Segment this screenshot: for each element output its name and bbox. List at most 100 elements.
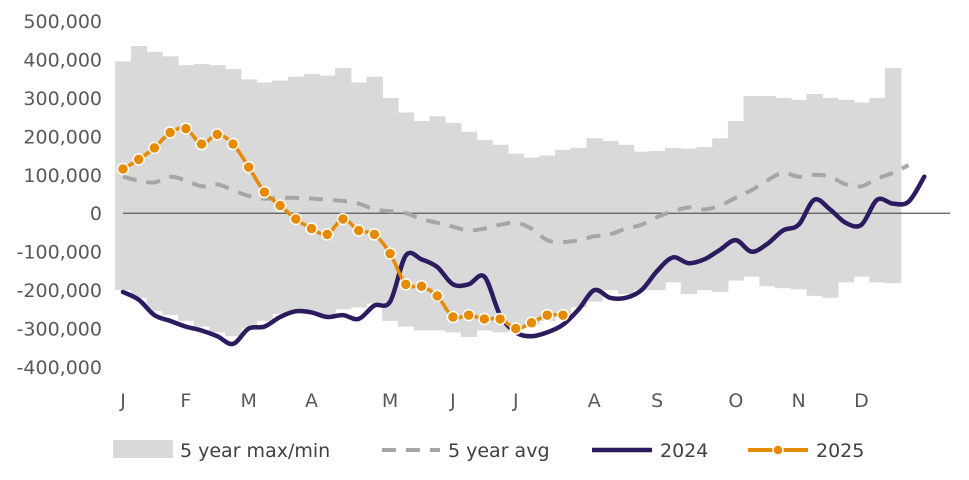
data-point-2025	[305, 222, 318, 235]
data-point-2025	[242, 160, 255, 174]
band-column	[555, 149, 572, 318]
band-column	[507, 153, 525, 329]
y-tick-label: 100,000	[23, 165, 102, 187]
band-column	[885, 67, 902, 284]
band-column	[696, 147, 713, 291]
data-point-2025	[195, 137, 208, 151]
band-column	[397, 112, 415, 327]
band-column	[853, 102, 870, 277]
data-point-2025	[462, 308, 475, 322]
legend-label-band: 5 year max/min	[180, 440, 330, 462]
band-column	[837, 99, 855, 283]
legend-marker-2025	[772, 444, 784, 456]
y-tick-label: 400,000	[23, 49, 102, 71]
band-column	[130, 45, 148, 298]
legend-item-2024: 2024	[592, 440, 708, 462]
band-column	[303, 74, 320, 314]
band-column	[602, 140, 619, 291]
avg-series-layer	[122, 163, 910, 245]
series-2025-layer	[116, 122, 570, 335]
data-point-2025	[179, 122, 193, 135]
data-point-2025	[163, 126, 177, 139]
band-column	[806, 94, 823, 296]
band-column	[177, 65, 195, 321]
band-column	[617, 144, 635, 294]
band-column	[225, 69, 242, 337]
band-column	[162, 56, 179, 316]
band-column	[240, 79, 258, 329]
legend-label-2024: 2024	[660, 440, 708, 462]
data-point-2025	[258, 185, 271, 199]
data-point-2025	[211, 128, 224, 141]
band-column	[319, 75, 336, 316]
legend-item-2025: 2025	[748, 440, 864, 462]
data-point-2025	[509, 322, 523, 335]
data-point-2025	[525, 316, 538, 330]
data-point-2025	[289, 212, 303, 226]
data-point-2025	[368, 228, 381, 241]
y-tick-label: 0	[90, 203, 102, 225]
y-tick-label: -200,000	[17, 280, 102, 302]
x-tick-label: A	[588, 390, 601, 412]
band-column	[460, 131, 478, 338]
legend-swatch-band	[113, 440, 173, 458]
band-column	[822, 97, 839, 298]
y-tick-label: 200,000	[23, 126, 102, 148]
x-tick-label: J	[512, 390, 519, 412]
band-column	[680, 148, 698, 294]
x-tick-label: J	[449, 390, 456, 412]
legend-item-avg: 5 year avg	[382, 440, 550, 462]
x-tick-label: J	[119, 390, 126, 412]
series-line-avg	[122, 163, 910, 245]
band-column	[476, 140, 493, 331]
band-column	[712, 138, 729, 293]
x-tick-label: A	[305, 390, 318, 412]
band-column	[869, 97, 886, 283]
x-tick-label: S	[651, 390, 663, 412]
x-tick-label: O	[728, 390, 743, 412]
band-column	[193, 64, 211, 327]
data-point-2025	[399, 278, 413, 291]
band-column	[570, 147, 588, 308]
data-point-2025	[415, 280, 428, 293]
band-column	[633, 151, 650, 291]
data-point-2025	[383, 247, 397, 260]
band-column	[775, 97, 792, 289]
y-tick-label: -100,000	[17, 242, 102, 264]
data-point-2025	[226, 137, 240, 151]
y-tick-label: -400,000	[17, 357, 102, 379]
y-axis: 500,000 400,000 300,000 200,000 100,000 0 -100…	[17, 11, 102, 379]
band-column	[743, 95, 760, 277]
y-tick-label: 500,000	[23, 11, 102, 33]
legend-label-avg: 5 year avg	[448, 440, 550, 462]
data-point-2025	[132, 153, 145, 166]
band-column	[413, 120, 430, 331]
minmax-band-layer	[115, 45, 902, 338]
data-point-2025	[273, 199, 287, 212]
band-column	[759, 95, 776, 287]
band-column	[665, 147, 682, 283]
band-column	[492, 144, 509, 333]
band-column	[209, 65, 226, 333]
band-column	[350, 82, 368, 308]
data-point-2025	[148, 141, 161, 155]
data-point-2025	[556, 308, 570, 322]
band-column	[335, 67, 352, 310]
band-column	[790, 99, 808, 290]
legend-label-2025: 2025	[816, 440, 864, 462]
band-column	[272, 80, 289, 314]
band-column	[366, 76, 383, 304]
data-point-2025	[478, 312, 491, 326]
y-tick-label: -300,000	[17, 319, 102, 341]
data-point-2025	[540, 308, 554, 322]
data-point-2025	[446, 310, 460, 324]
band-column	[287, 76, 305, 312]
data-point-2025	[321, 228, 334, 241]
data-point-2025	[336, 212, 350, 226]
series-2024-layer	[120, 174, 927, 347]
series-line-2024	[120, 174, 927, 347]
x-tick-label: F	[180, 390, 191, 412]
data-point-2025	[493, 312, 507, 326]
